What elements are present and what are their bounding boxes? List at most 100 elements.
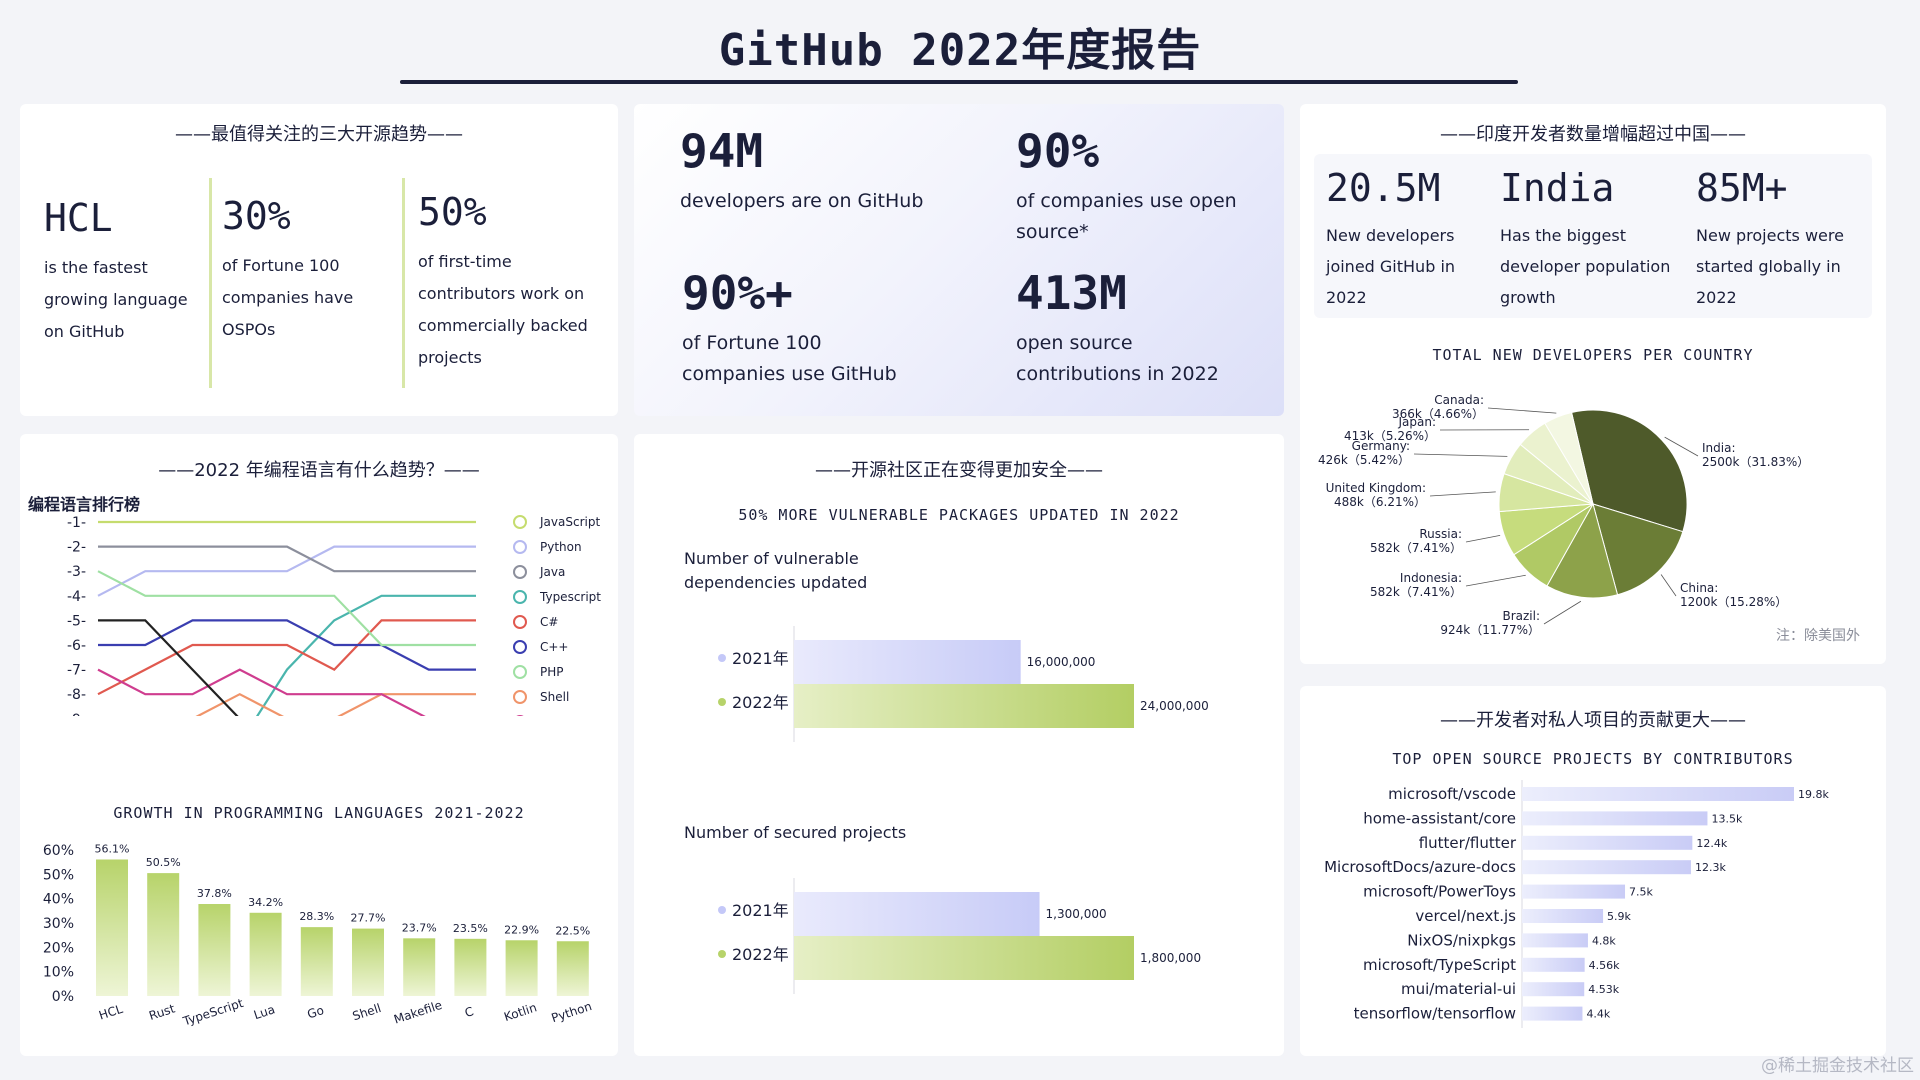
- growth-bar-label: 27.7%: [351, 912, 386, 925]
- stat-value: 94M: [680, 124, 764, 178]
- stat-line: developer population: [1500, 257, 1671, 276]
- series-label: 2022年: [732, 945, 789, 964]
- pie-label-value: 488k（6.21%）: [1334, 495, 1426, 509]
- stat-line: of first-time: [418, 252, 512, 271]
- project-value-label: 4.53k: [1588, 983, 1619, 996]
- legend-label: Java: [539, 565, 565, 579]
- y-tick-label: -1-: [67, 515, 86, 531]
- project-label: MicrosoftDocs/azure-docs: [1324, 858, 1516, 876]
- india-growth-card: ——印度开发者数量增幅超过中国—— 20.5M New developers j…: [1300, 104, 1886, 664]
- stat-line: companies use GitHub: [682, 363, 897, 385]
- y-tick-label: 40%: [43, 892, 74, 908]
- group-label: Number of secured projects: [684, 823, 906, 842]
- pie-label-value: 426k（5.42%）: [1318, 453, 1410, 467]
- projects-heading: ——开发者对私人项目的贡献更大——: [1440, 710, 1746, 731]
- project-value-label: 12.3k: [1695, 861, 1726, 874]
- stat-line: source*: [1016, 221, 1089, 243]
- vuln-bar-label: 1,800,000: [1140, 951, 1201, 965]
- stat-line: of companies use open: [1016, 190, 1237, 212]
- category-label: Shell: [351, 1001, 383, 1023]
- legend-marker: [513, 540, 527, 554]
- project-label: microsoft/TypeScript: [1363, 956, 1516, 974]
- stat-new-devs: 20.5M New developers joined GitHub in 20…: [1326, 166, 1455, 313]
- pie-label-name: China:: [1680, 581, 1718, 595]
- project-bar: [1522, 787, 1794, 801]
- vuln-bar: [794, 936, 1134, 980]
- trends-heading: ——最值得关注的三大开源趋势——: [175, 124, 463, 145]
- legend-marker: [513, 665, 527, 679]
- stat-line: developers are on GitHub: [680, 190, 924, 212]
- legend-marker: [513, 565, 527, 579]
- growth-bar-label: 37.8%: [197, 887, 232, 900]
- growth-bar: [198, 904, 231, 996]
- stat-companies-open-source: 90% of companies use open source*: [1016, 124, 1237, 248]
- category-label: Lua: [252, 1002, 277, 1022]
- y-tick-label: -6-: [67, 638, 86, 654]
- stat-value: India: [1500, 166, 1615, 210]
- pie-label-name: Indonesia:: [1400, 571, 1462, 585]
- group-label: dependencies updated: [684, 573, 867, 592]
- stat-value: 30%: [222, 194, 291, 238]
- stat-fortune-github: 90%+ of Fortune 100 companies use GitHub: [682, 266, 897, 390]
- pie-chart: TOTAL NEW DEVELOPERS PER COUNTRY India:2…: [1318, 346, 1860, 644]
- pie-title: TOTAL NEW DEVELOPERS PER COUNTRY: [1433, 346, 1754, 364]
- pie-label-value: 366k（4.66%）: [1392, 407, 1484, 421]
- vuln-bar-label: 24,000,000: [1140, 699, 1209, 713]
- category-label: Python: [550, 999, 594, 1025]
- project-value-label: 4.8k: [1592, 934, 1616, 947]
- category-label: Rust: [147, 1001, 177, 1023]
- y-tick-label: -4-: [67, 589, 86, 605]
- pie-leader-line: [1465, 574, 1526, 587]
- y-tick-label: -3-: [67, 564, 86, 580]
- project-label: microsoft/PowerToys: [1363, 883, 1516, 901]
- growth-bar: [352, 928, 384, 996]
- legend-marker: [513, 640, 527, 654]
- growth-bar: [505, 940, 538, 996]
- y-tick-label: -8-: [67, 687, 86, 703]
- stat-line: started globally in: [1696, 257, 1841, 276]
- stat-line: commercially backed: [418, 316, 588, 335]
- stat-desc: Has the biggest developer population gro…: [1500, 220, 1670, 313]
- y-tick-label: -2-: [67, 540, 86, 556]
- vuln-chart-title: 50% MORE VULNERABLE PACKAGES UPDATED IN …: [738, 506, 1179, 524]
- y-tick-label: -5-: [67, 613, 86, 629]
- project-label: flutter/flutter: [1419, 834, 1517, 852]
- growth-bar: [249, 912, 282, 996]
- pie-label-name: Brazil:: [1502, 609, 1540, 623]
- stat-desc: New developers joined GitHub in 2022: [1326, 220, 1455, 313]
- pie-leader-line: [1429, 491, 1496, 497]
- pie-leader-line: [1543, 600, 1582, 625]
- divider: [402, 178, 405, 388]
- series-line-python: [97, 545, 476, 597]
- growth-bar-label: 22.9%: [504, 923, 539, 936]
- project-value-label: 4.56k: [1589, 959, 1620, 972]
- language-rank-chart: 编程语言排行榜 -1--2--3--4--5--6--7--8--9--10-2…: [28, 495, 601, 716]
- pie-leader-line: [1664, 436, 1699, 457]
- project-label: vercel/next.js: [1415, 907, 1516, 925]
- stat-new-projects: 85M+ New projects were started globally …: [1696, 166, 1844, 313]
- legend-label: Shell: [540, 690, 569, 704]
- language-heading: ——2022 年编程语言有什么趋势？——: [158, 460, 480, 481]
- stat-line: companies have: [222, 288, 354, 307]
- y-tick-label: 20%: [43, 940, 74, 956]
- legend-label: Python: [540, 540, 582, 554]
- pie-label-value: 1200k（15.28%）: [1680, 595, 1787, 609]
- growth-bar-label: 56.1%: [95, 842, 130, 855]
- private-projects-card: ——开发者对私人项目的贡献更大—— TOP OPEN SOURCE PROJEC…: [1300, 686, 1886, 1056]
- growth-bar: [96, 859, 128, 996]
- pie-label-name: India:: [1702, 441, 1736, 455]
- legend-marker: [513, 515, 527, 529]
- growth-bar-label: 23.5%: [453, 922, 488, 935]
- growth-bar-label: 22.5%: [555, 924, 590, 937]
- india-stats-box: 20.5M New developers joined GitHub in 20…: [1314, 154, 1872, 318]
- stat-line: growth: [1500, 288, 1556, 307]
- legend-marker: [513, 590, 527, 604]
- legend-label: Typescript: [539, 590, 601, 604]
- y-tick-label: 50%: [43, 867, 74, 883]
- project-bar: [1522, 1006, 1583, 1021]
- y-tick-label: 10%: [43, 965, 74, 981]
- series-marker: [718, 906, 726, 914]
- security-heading: ——开源社区正在变得更加安全——: [815, 460, 1103, 481]
- growth-bar-label: 23.7%: [402, 921, 437, 934]
- pie-label-name: Russia:: [1419, 527, 1462, 541]
